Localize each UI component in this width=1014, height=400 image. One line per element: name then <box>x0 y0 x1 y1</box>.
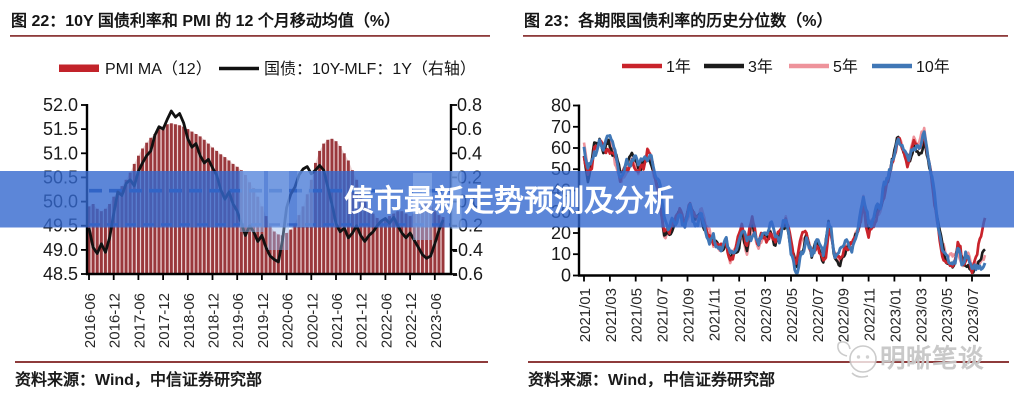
svg-text:资料来源：Wind，中信证券研究部: 资料来源：Wind，中信证券研究部 <box>15 370 262 389</box>
svg-text:资料来源：Wind，中信证券研究部: 资料来源：Wind，中信证券研究部 <box>528 370 775 389</box>
svg-text:52.0: 52.0 <box>43 95 78 115</box>
svg-text:2017-12: 2017-12 <box>156 293 173 348</box>
svg-text:5年: 5年 <box>833 58 858 76</box>
svg-text:明晰笔谈: 明晰笔谈 <box>880 344 984 373</box>
svg-text:2019-06: 2019-06 <box>230 293 247 348</box>
svg-text:2021/03: 2021/03 <box>603 288 620 342</box>
svg-text:2021-12: 2021-12 <box>354 293 371 348</box>
svg-text:2016-12: 2016-12 <box>107 293 124 348</box>
svg-text:2021/11: 2021/11 <box>706 288 723 341</box>
svg-text:图 22：10Y 国债利率和 PMI 的 12 个月移动均值: 图 22：10Y 国债利率和 PMI 的 12 个月移动均值（%） <box>11 11 400 30</box>
svg-text:图 23：各期限国债利率的历史分位数（%）: 图 23：各期限国债利率的历史分位数（%） <box>524 11 832 30</box>
svg-text:70: 70 <box>551 117 571 137</box>
svg-text:49.0: 49.0 <box>43 240 78 260</box>
svg-text:2023/03: 2023/03 <box>913 288 930 342</box>
svg-text:2019-12: 2019-12 <box>255 293 272 348</box>
svg-text:2021/09: 2021/09 <box>681 288 698 342</box>
svg-text:2023/05: 2023/05 <box>939 288 956 342</box>
svg-text:0: 0 <box>561 266 571 286</box>
svg-text:2022/07: 2022/07 <box>810 288 827 342</box>
svg-text:2018-06: 2018-06 <box>181 293 198 348</box>
svg-text:2022-12: 2022-12 <box>403 293 420 348</box>
svg-text:2020-12: 2020-12 <box>304 293 321 348</box>
svg-text:2022/01: 2022/01 <box>732 288 749 342</box>
svg-text:20: 20 <box>551 223 571 243</box>
svg-text:2023/01: 2023/01 <box>887 288 904 342</box>
svg-text:0.8: 0.8 <box>457 95 482 115</box>
svg-text:0.4: 0.4 <box>457 143 482 163</box>
svg-text:PMI MA（12）: PMI MA（12） <box>105 60 212 78</box>
svg-text:51.0: 51.0 <box>43 143 78 163</box>
svg-text:1年: 1年 <box>666 58 691 76</box>
svg-text:51.5: 51.5 <box>43 119 78 139</box>
svg-text:0.6: 0.6 <box>457 119 482 139</box>
svg-text:2021/01: 2021/01 <box>577 288 594 342</box>
svg-text:2021/07: 2021/07 <box>655 288 672 342</box>
svg-text:2016-06: 2016-06 <box>82 293 99 348</box>
svg-text:-0.6: -0.6 <box>452 264 483 284</box>
svg-text:2022/03: 2022/03 <box>758 288 775 342</box>
svg-text:60: 60 <box>551 138 571 158</box>
svg-text:2017-06: 2017-06 <box>131 293 148 348</box>
svg-text:10年: 10年 <box>916 58 950 76</box>
svg-text:2021/05: 2021/05 <box>629 288 646 342</box>
svg-text:-0.4: -0.4 <box>452 240 483 260</box>
svg-text:2020-06: 2020-06 <box>280 293 297 348</box>
svg-text:48.5: 48.5 <box>43 264 78 284</box>
svg-text:2021-06: 2021-06 <box>329 293 346 348</box>
svg-text:2022/09: 2022/09 <box>836 288 853 342</box>
svg-text:2018-12: 2018-12 <box>206 293 223 348</box>
svg-text:2022-06: 2022-06 <box>378 293 395 348</box>
svg-text:债市最新走势预测及分析: 债市最新走势预测及分析 <box>344 184 674 218</box>
svg-text:3年: 3年 <box>748 58 773 76</box>
svg-text:2023/07: 2023/07 <box>965 288 982 342</box>
svg-text:80: 80 <box>551 96 571 116</box>
svg-text:2022/05: 2022/05 <box>784 288 801 342</box>
svg-text:10: 10 <box>551 244 571 264</box>
svg-text:国债：10Y-MLF：1Y（右轴）: 国债：10Y-MLF：1Y（右轴） <box>264 60 476 78</box>
svg-text:2022/11: 2022/11 <box>862 288 879 341</box>
svg-text:2023-06: 2023-06 <box>428 293 445 348</box>
